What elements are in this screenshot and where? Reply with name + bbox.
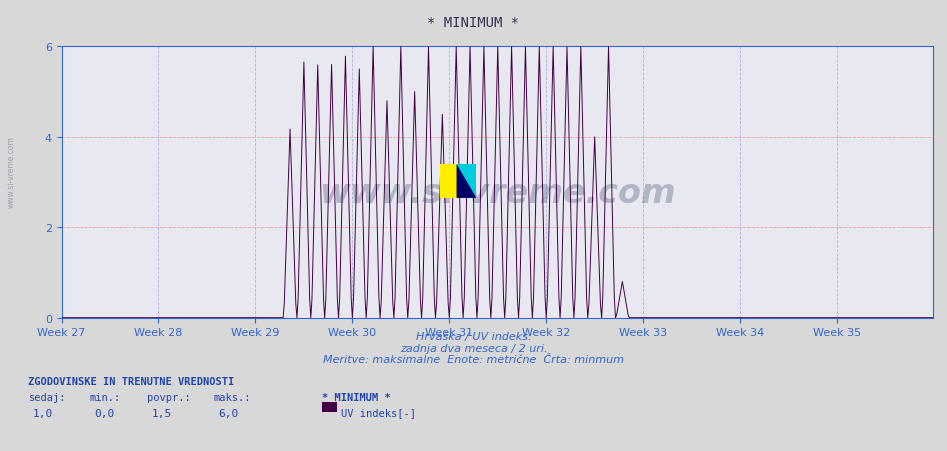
Text: www.si-vreme.com: www.si-vreme.com: [319, 177, 675, 210]
Text: sedaj:: sedaj:: [28, 392, 66, 402]
Text: UV indeks[-]: UV indeks[-]: [341, 407, 416, 417]
Polygon shape: [456, 165, 476, 198]
Bar: [440, 165, 460, 198]
Text: 0,0: 0,0: [95, 408, 115, 418]
Text: maks.:: maks.:: [213, 392, 251, 402]
Text: Hrvaška / UV indeks.: Hrvaška / UV indeks.: [416, 331, 531, 341]
Text: Meritve: maksimalne  Enote: metrične  Črta: minmum: Meritve: maksimalne Enote: metrične Črta…: [323, 354, 624, 364]
Text: min.:: min.:: [90, 392, 121, 402]
Text: * MINIMUM *: * MINIMUM *: [427, 16, 520, 30]
Text: * MINIMUM *: * MINIMUM *: [322, 392, 391, 402]
Text: povpr.:: povpr.:: [147, 392, 190, 402]
Text: ZGODOVINSKE IN TRENUTNE VREDNOSTI: ZGODOVINSKE IN TRENUTNE VREDNOSTI: [28, 377, 235, 387]
Text: zadnja dva meseca / 2 uri.: zadnja dva meseca / 2 uri.: [400, 343, 547, 353]
Text: 1,0: 1,0: [33, 408, 53, 418]
Text: 1,5: 1,5: [152, 408, 171, 418]
Bar: [456, 165, 476, 198]
Text: www.si-vreme.com: www.si-vreme.com: [7, 135, 16, 207]
Text: 6,0: 6,0: [218, 408, 238, 418]
